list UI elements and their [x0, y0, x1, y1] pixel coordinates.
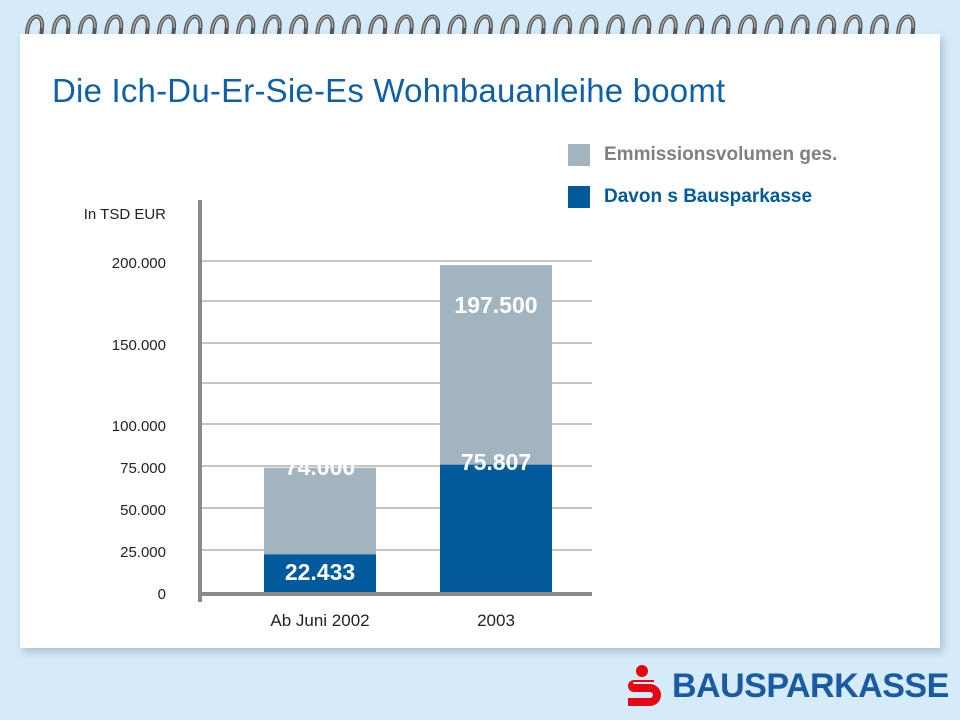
logo-text: BAUSPARKASSE — [672, 666, 949, 705]
page-title: Die Ich-Du-Er-Sie-Es Wohnbauanleihe boom… — [52, 72, 726, 109]
bar-total — [440, 265, 552, 465]
bar-bausparkasse — [264, 554, 376, 592]
legend-swatch-bausparkasse — [568, 186, 590, 208]
legend-swatch-total — [568, 144, 590, 166]
legend-item-total: Emmissionsvolumen ges. — [568, 144, 837, 166]
sparkasse-s-icon — [628, 665, 661, 706]
data-label-total: 197.500 — [454, 292, 537, 318]
y-tick-label: 0 — [158, 586, 166, 603]
legend-item-bausparkasse: Davon s Bausparkasse — [568, 186, 812, 208]
y-tick-label: 75.000 — [120, 460, 166, 477]
y-tick-label: 100.000 — [112, 418, 166, 435]
y-axis-label: In TSD EUR — [84, 206, 166, 223]
y-tick-label: 150.000 — [112, 337, 166, 354]
bausparkasse-logo: BAUSPARKASSE — [620, 664, 949, 708]
x-category-label: Ab Juni 2002 — [270, 611, 369, 630]
legend-label-total: Emmissionsvolumen ges. — [604, 144, 838, 165]
data-label-bausparkasse: 22.433 — [285, 559, 355, 585]
y-tick-label: 50.000 — [120, 502, 166, 519]
data-label-bausparkasse: 75.807 — [461, 449, 531, 475]
x-category-label: 2003 — [477, 611, 515, 630]
data-label-total: 74.000 — [285, 454, 355, 480]
bar-bausparkasse — [440, 464, 552, 592]
bar-total — [264, 467, 376, 555]
legend-label-bausparkasse: Davon s Bausparkasse — [604, 186, 813, 207]
y-tick-label: 200.000 — [112, 255, 166, 272]
y-tick-label: 25.000 — [120, 544, 166, 561]
